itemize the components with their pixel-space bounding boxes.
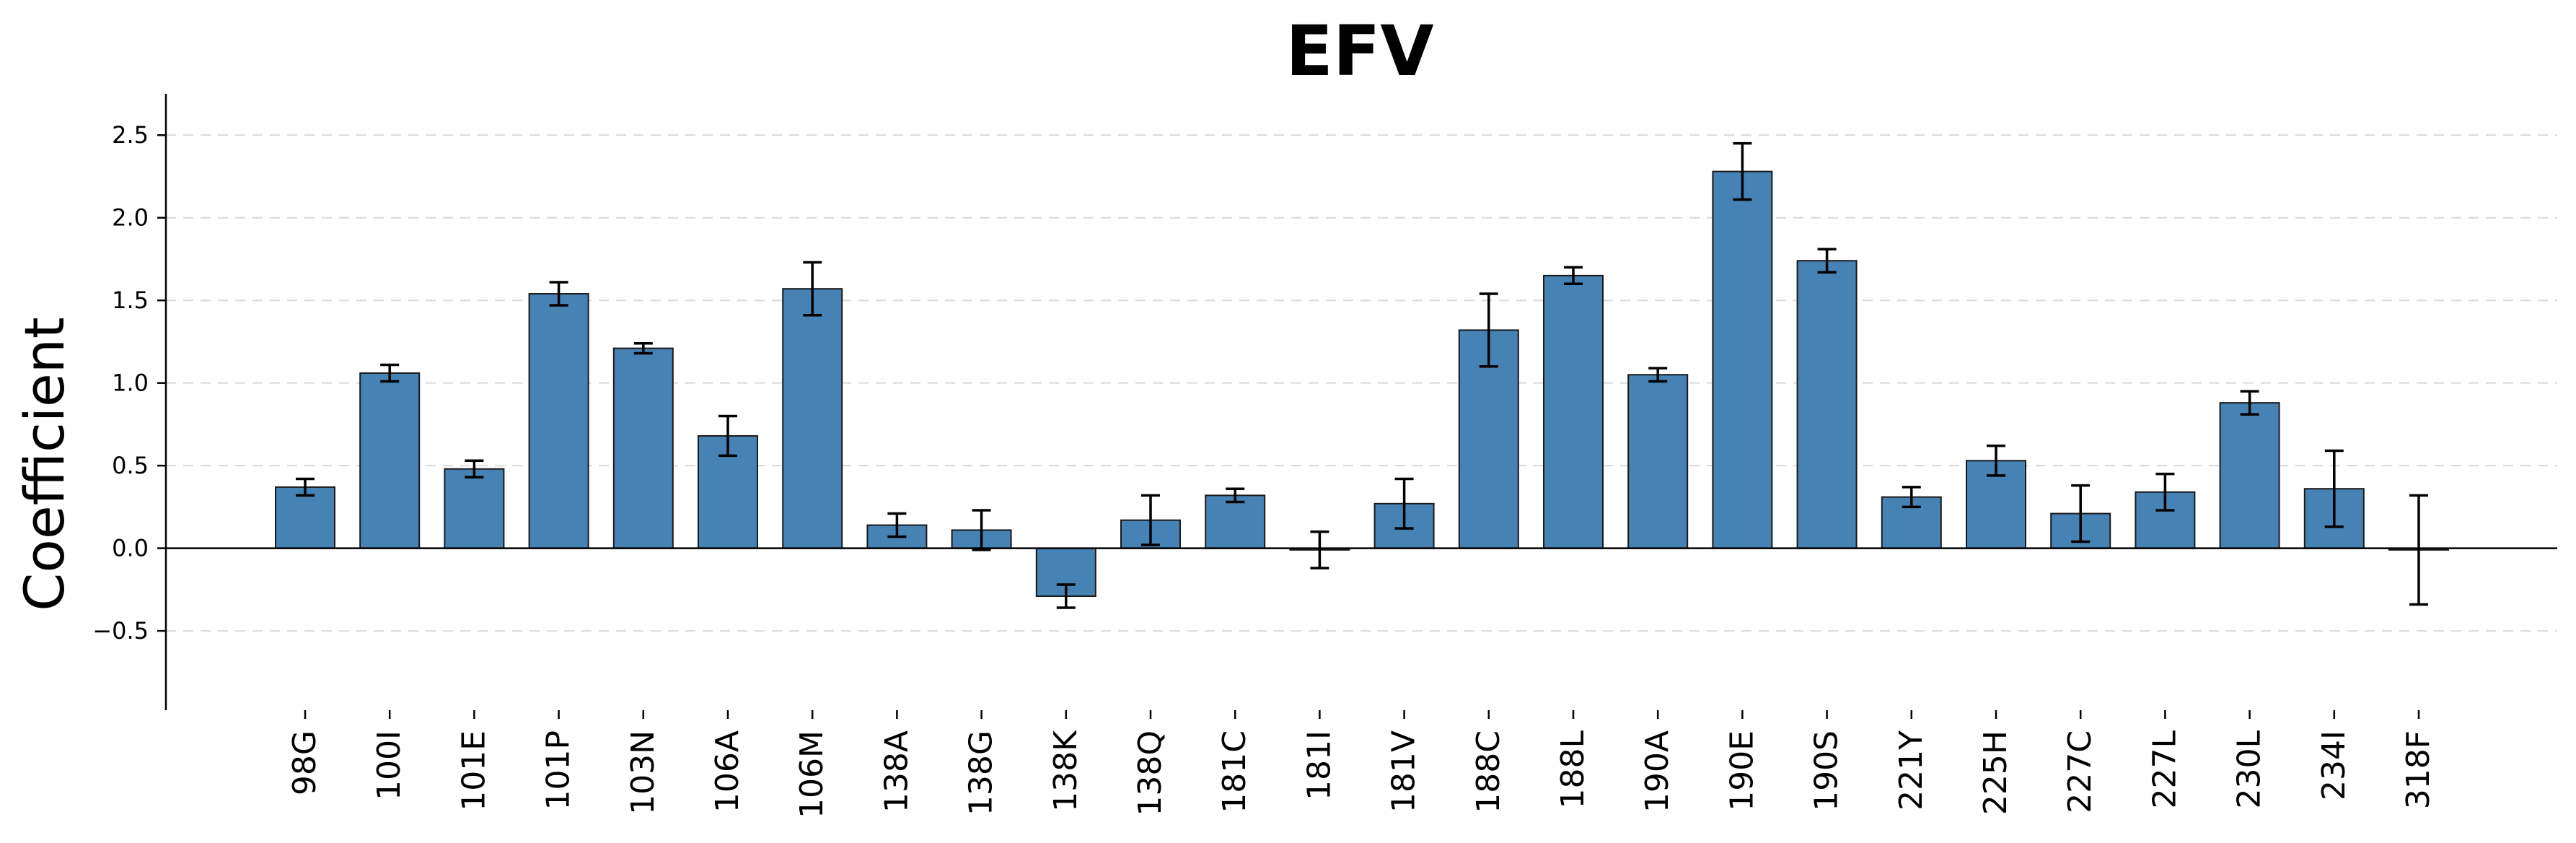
x-tick-label: 100I	[371, 730, 408, 800]
x-tick-label: 138G	[963, 730, 1000, 816]
bar-181C	[1205, 494, 1266, 549]
axes	[164, 94, 2557, 710]
x-tick-label: 190A	[1639, 730, 1676, 813]
error-bars	[296, 141, 2428, 609]
y-tick-label: 2.0	[112, 204, 149, 232]
y-tick-label: 1.0	[112, 370, 149, 397]
bar-188L	[1543, 274, 1604, 549]
bar-230L	[2219, 402, 2280, 549]
chart-title: EFV	[1285, 11, 1433, 92]
bar-100I	[359, 372, 421, 549]
x-tick-label: 106M	[794, 730, 830, 818]
x-tick-label: 221Y	[1893, 730, 1930, 811]
grid-lines	[166, 134, 2557, 632]
x-tick-label: 138K	[1047, 730, 1084, 812]
y-tick-label: 1.5	[112, 287, 149, 314]
x-tick-label: 138A	[878, 730, 915, 813]
y-axis-label: Coefficient	[12, 317, 76, 611]
x-tick-label: 106A	[709, 730, 746, 813]
x-tick-label: 181V	[1386, 730, 1423, 813]
x-tick-label: 101P	[540, 730, 577, 811]
bar-101E	[444, 468, 505, 549]
x-tick-label: 318F	[2400, 730, 2437, 809]
y-tick-label: −0.5	[92, 617, 149, 645]
x-tick-label: 190E	[1723, 730, 1760, 811]
bar-190E	[1712, 170, 1773, 549]
y-ticks: −0.5 0.0 0.5 1.0 1.5 2.0 2.5	[92, 121, 166, 645]
bars	[275, 170, 2449, 598]
x-ticks: 98G 100I 101E 101P 103N 106A 106M 138A 138G 138K 1…	[286, 710, 2437, 818]
x-tick-label: 181I	[1301, 730, 1337, 800]
y-tick-label: 2.5	[112, 121, 149, 149]
x-tick-label: 138Q	[1132, 730, 1169, 816]
bar-101P	[528, 293, 589, 549]
bar-190S	[1796, 260, 1858, 549]
bar-103N	[612, 347, 674, 549]
bar-106M	[782, 288, 843, 549]
x-tick-label: 103N	[625, 730, 661, 815]
x-tick-label: 101E	[455, 730, 492, 811]
y-tick-label: 0.0	[112, 535, 149, 562]
x-tick-label: 188C	[1470, 730, 1507, 813]
x-tick-label: 181C	[1216, 730, 1253, 813]
x-tick-label: 190S	[1808, 730, 1845, 811]
x-tick-label: 225H	[1977, 730, 2014, 815]
x-tick-label: 227L	[2146, 730, 2183, 809]
x-tick-label: 230L	[2231, 730, 2268, 809]
y-tick-label: 0.5	[112, 452, 149, 479]
x-tick-label: 234I	[2316, 730, 2352, 800]
x-tick-label: 227C	[2062, 730, 2098, 813]
x-tick-label: 188L	[1555, 730, 1591, 809]
bar-190A	[1627, 374, 1689, 549]
x-tick-label: 98G	[286, 730, 323, 795]
